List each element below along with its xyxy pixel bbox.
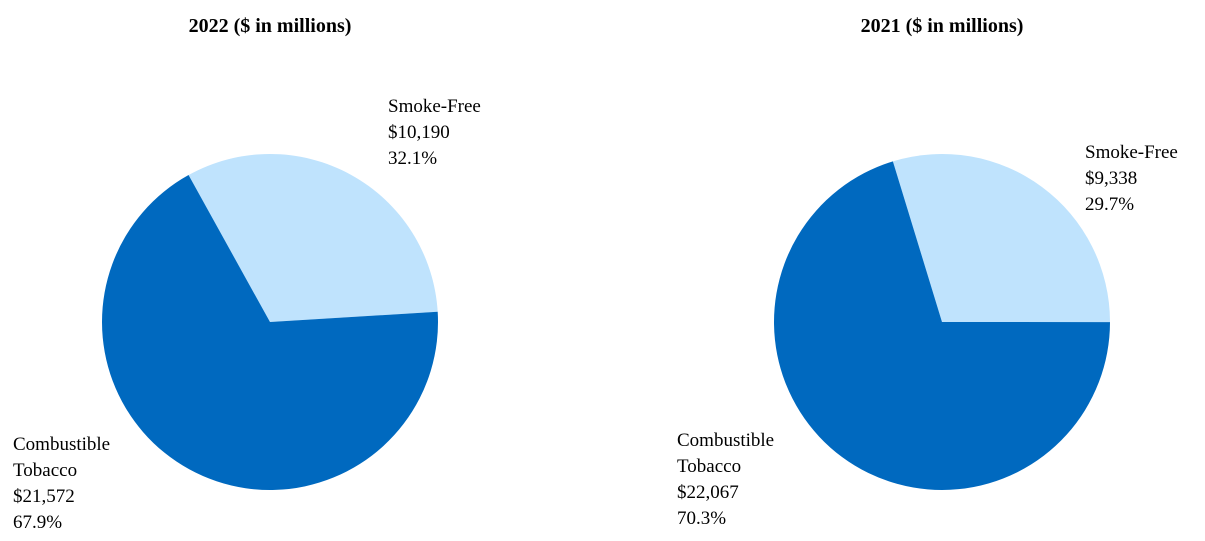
pie-slice-combustible xyxy=(102,175,439,490)
chart-title-2021: 2021 ($ in millions) xyxy=(861,15,1024,37)
label-line: 29.7% xyxy=(1085,194,1134,215)
label-line: 70.3% xyxy=(677,508,726,529)
label-line: $22,067 xyxy=(677,482,739,503)
pie-slices-2022 xyxy=(102,153,439,490)
label-line: Combustible xyxy=(677,430,774,451)
label-line: Tobacco xyxy=(13,460,77,481)
pie-slice-smoke-free xyxy=(892,153,1110,323)
label-line: Tobacco xyxy=(677,456,741,477)
slice-label-combustible-2022: Combustible Tobacco $21,572 67.9% xyxy=(13,434,115,533)
label-line: Smoke-Free xyxy=(388,96,481,117)
pie-slice-smoke-free xyxy=(188,153,438,322)
slice-label-smoke-free-2021: Smoke-Free $9,338 29.7% xyxy=(1085,142,1183,215)
pie-slices-2021 xyxy=(774,153,1110,490)
label-line: $21,572 xyxy=(13,486,75,507)
label-line: $9,338 xyxy=(1085,168,1137,189)
label-line: Smoke-Free xyxy=(1085,142,1178,163)
slice-label-smoke-free-2022: Smoke-Free $10,190 32.1% xyxy=(388,96,486,169)
label-line: Combustible xyxy=(13,434,110,455)
label-line: $10,190 xyxy=(388,122,450,143)
pie-chart-2022: 2022 ($ in millions) Smoke-Free $10,190 … xyxy=(13,15,486,533)
slice-label-combustible-2021: Combustible Tobacco $22,067 70.3% xyxy=(677,430,779,529)
label-line: 67.9% xyxy=(13,512,62,533)
pie-chart-2021: 2021 ($ in millions) Smoke-Free $9,338 2… xyxy=(677,15,1183,529)
chart-title-2022: 2022 ($ in millions) xyxy=(189,15,352,37)
label-line: 32.1% xyxy=(388,148,437,169)
pie-slice-combustible xyxy=(774,161,1110,490)
